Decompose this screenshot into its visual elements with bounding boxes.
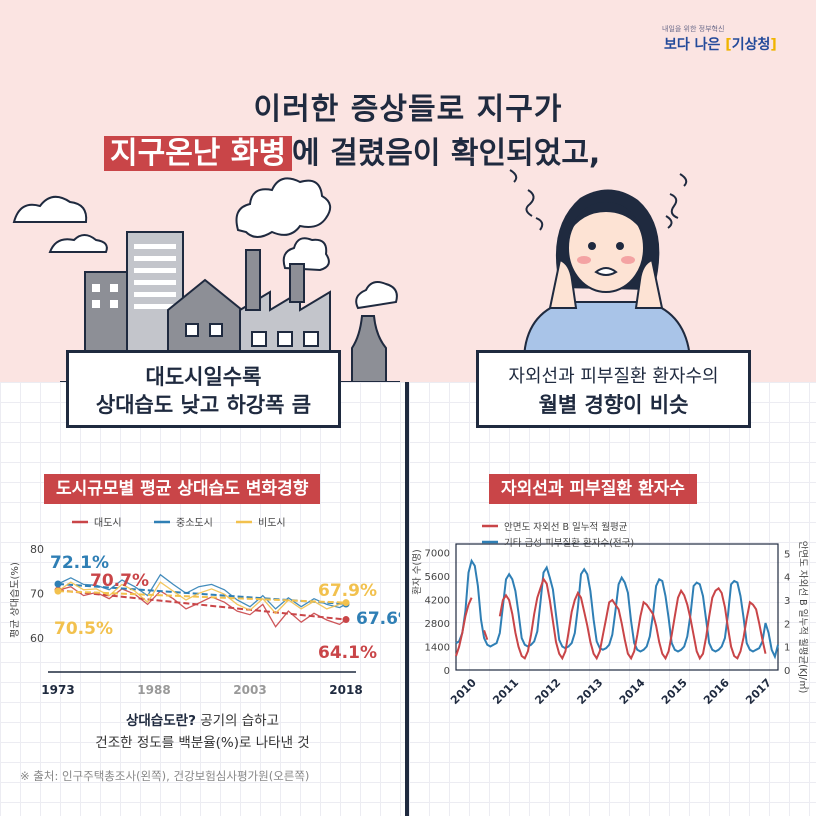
note-term: 상대습도란? xyxy=(125,713,196,729)
cloud-icon xyxy=(12,195,108,253)
legend-label-0: 안면도 자외선 B 일누적 월평균 xyxy=(504,521,628,533)
headline-highlight: 지구온난 화병 xyxy=(104,136,293,171)
y2-tick-label-1: 1 xyxy=(784,643,790,654)
x-tick-label-0: 1973 xyxy=(41,683,74,697)
logo-tagline: 내일을 위한 정부혁신 xyxy=(662,25,725,33)
y-tick-label-2: 80 xyxy=(30,543,44,556)
series-line-patients xyxy=(455,558,779,660)
logo-bracket-l: [ xyxy=(725,37,732,53)
x-tick-label-2: 2012 xyxy=(532,676,563,707)
y-tick-label-5: 7000 xyxy=(425,548,450,559)
humidity-chart: 60 70 80 평균 상대습도(%) 1973 1988 2003 2018 대도시 중소도시 비… xyxy=(10,517,400,697)
uv-skin-chart: 0 1400 2800 4200 5600 7000 0 1 2 3 4 5 환자 수(명) 안면도 자외… xyxy=(412,521,809,707)
right-caption-line-2: 월별 경향이 비슷 xyxy=(538,393,689,417)
x-tick-label-3: 2013 xyxy=(575,676,606,707)
y2-tick-label-5: 5 xyxy=(784,549,790,560)
logo-text-b: 기상청 xyxy=(731,37,771,53)
x-tick-label-2: 2003 xyxy=(233,683,266,697)
legend-label-2: 비도시 xyxy=(258,517,286,529)
headline-line-2: 지구온난 화병 에 걸렸음이 확인되었고, xyxy=(104,128,600,172)
left-chart-title: 도시규모별 평균 상대습도 변화경향 xyxy=(44,474,321,504)
x-tick-label-3: 2018 xyxy=(329,683,362,697)
y-axis-label: 환자 수(명) xyxy=(412,549,423,594)
y-tick-label-3: 4200 xyxy=(425,595,450,606)
start-point-1 xyxy=(54,580,62,588)
data-label-start-1: 72.1% xyxy=(50,553,109,573)
end-point-0 xyxy=(342,616,350,624)
legend-label-0: 대도시 xyxy=(94,517,122,529)
series-line-uv-2 xyxy=(498,576,767,661)
data-label-end-1: 67.6% xyxy=(356,609,400,629)
logo-bracket-r: ] xyxy=(770,37,777,53)
right-caption-box: 자외선과 피부질환 환자수의 월별 경향이 비슷 xyxy=(476,350,751,428)
logo-text-a: 보다 나은 xyxy=(664,37,721,53)
hand-right-icon xyxy=(634,258,664,309)
itch-lines-icon xyxy=(509,169,688,231)
left-panel xyxy=(0,382,405,816)
right-caption-line-1: 자외선과 피부질환 환자수의 xyxy=(508,366,719,387)
trend-line-0 xyxy=(57,589,347,621)
headline-rest: 에 걸렸음이 확인되었고, xyxy=(292,136,601,171)
y-tick-label-1: 1400 xyxy=(425,642,450,653)
trend-line-2 xyxy=(57,590,347,604)
woman-itching-illustration xyxy=(509,169,692,358)
note-line-1: 공기의 습하고 xyxy=(195,713,280,729)
x-tick-label-0: 2010 xyxy=(448,676,479,707)
plot-frame xyxy=(455,543,779,671)
y2-tick-label-3: 3 xyxy=(784,596,790,607)
note-line-2: 건조한 정도를 백분율(%)로 나타낸 것 xyxy=(95,735,310,751)
y2-tick-label-4: 4 xyxy=(784,573,790,584)
kiln-icon xyxy=(351,315,387,383)
left-caption-line-2: 상대습도 낮고 하강폭 큼 xyxy=(95,393,312,417)
left-caption-box: 대도시일수록 상대습도 낮고 하강폭 큼 xyxy=(66,350,341,428)
panel-divider xyxy=(405,382,409,816)
y-tick-label-0: 0 xyxy=(444,666,450,677)
x-tick-label-6: 2016 xyxy=(701,676,732,707)
y2-tick-label-2: 2 xyxy=(784,619,790,630)
data-label-start-2: 70.5% xyxy=(54,619,113,639)
data-label-end-0: 64.1% xyxy=(318,643,377,663)
data-label-start-0: 70.7% xyxy=(90,571,149,591)
series-line-uv-0 xyxy=(455,597,473,657)
x-tick-label-1: 2011 xyxy=(490,676,521,707)
start-point-2 xyxy=(54,587,62,595)
data-label-end-2: 67.9% xyxy=(318,581,377,601)
series-line-0 xyxy=(57,585,347,628)
series-line-2 xyxy=(57,581,347,615)
y2-axis-label: 안면도 자외선 B 일누적 월평균(KJ/㎡) xyxy=(797,541,809,694)
end-point-2 xyxy=(342,599,350,607)
source-note: ※ 출처: 인구주택총조사(왼쪽), 건강보험심사평가원(오른쪽) xyxy=(20,769,310,783)
x-tick-label-4: 2014 xyxy=(617,676,648,707)
x-tick-label-7: 2017 xyxy=(743,676,774,707)
series-line-uv-1 xyxy=(483,629,489,641)
hand-left-icon xyxy=(548,258,578,309)
y-tick-label-0: 60 xyxy=(30,632,44,645)
y-tick-label-2: 2800 xyxy=(425,619,450,630)
y-axis-label: 평균 상대습도(%) xyxy=(10,562,21,638)
trend-line-1 xyxy=(57,583,347,605)
y2-tick-label-0: 0 xyxy=(784,666,790,677)
left-caption-line-1: 대도시일수록 xyxy=(145,365,262,389)
y-tick-label-1: 70 xyxy=(30,587,44,600)
kma-logo: 보다 나은 [기상청] xyxy=(664,34,777,54)
headline-line-1: 이러한 증상들로 지구가 xyxy=(253,92,563,127)
series-line-1 xyxy=(57,573,347,610)
x-tick-label-5: 2015 xyxy=(659,676,690,707)
humidity-note: 상대습도란? 공기의 습하고 건조한 정도를 백분율(%)로 나타낸 것 xyxy=(0,710,405,754)
y-tick-label-4: 5600 xyxy=(425,572,450,583)
smoke-icon xyxy=(235,177,398,310)
x-tick-label-1: 1988 xyxy=(137,683,170,697)
legend-label-1: 기타 급성 피부질환 환자수(전국) xyxy=(504,537,634,549)
legend-label-1: 중소도시 xyxy=(176,517,213,529)
right-chart-title: 자외선과 피부질환 환자수 xyxy=(489,474,697,504)
